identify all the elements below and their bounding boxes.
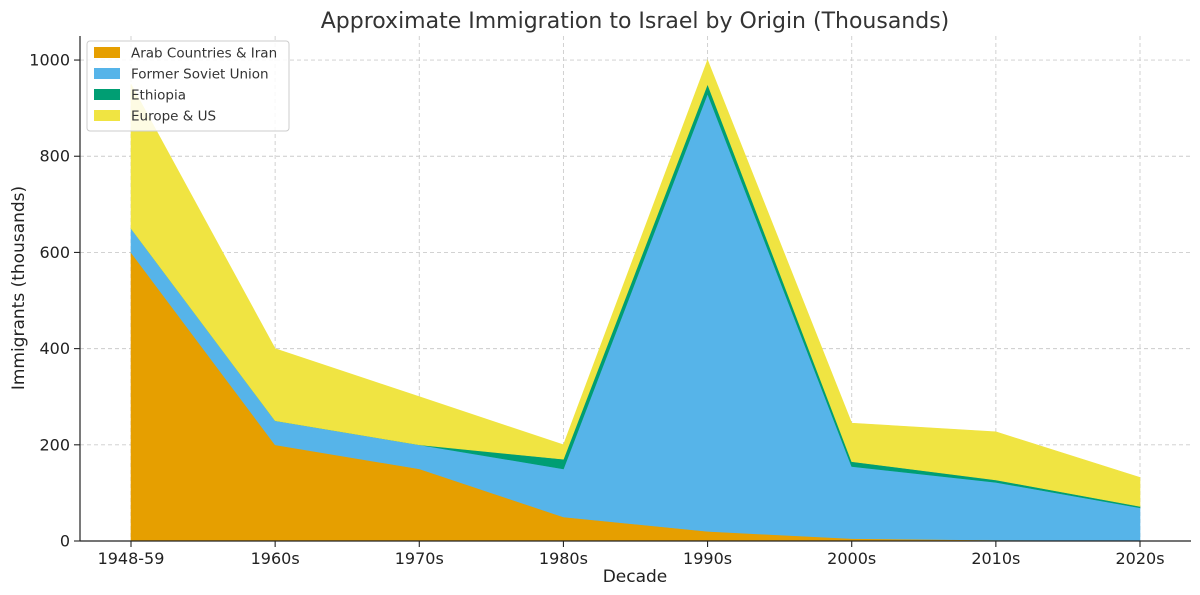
- legend-swatch: [94, 47, 120, 58]
- y-tick-label: 0: [60, 532, 70, 551]
- area-series: [130, 59, 1141, 542]
- y-ticks: 0 200 400 600 800 1000: [29, 51, 80, 551]
- y-tick-label: 1000: [29, 51, 70, 70]
- legend-label: Former Soviet Union: [131, 67, 269, 83]
- x-tick-label: 1960s: [251, 549, 300, 568]
- x-tick-label: 1980s: [539, 549, 588, 568]
- axes: [79, 36, 1191, 542]
- legend: Arab Countries & Iran Former Soviet Union…: [86, 40, 290, 132]
- x-ticks: 1948-59 1960s 1970s 1980s 1990s 2000s 2010s 202…: [98, 541, 1165, 568]
- x-tick-label: 2020s: [1115, 549, 1164, 568]
- legend-box: [86, 40, 290, 132]
- legend-swatch: [94, 89, 120, 100]
- y-tick-label: 400: [39, 339, 70, 358]
- x-tick-label: 1948-59: [98, 549, 165, 568]
- y-tick-label: 200: [39, 435, 70, 454]
- legend-label: Europe & US: [131, 109, 216, 125]
- x-tick-label: 2000s: [827, 549, 876, 568]
- y-axis-label: Immigrants (thousands): [9, 186, 29, 390]
- y-tick-label: 600: [39, 243, 70, 262]
- area-series-europe-us: [130, 59, 1141, 507]
- x-tick-label: 1970s: [395, 549, 444, 568]
- legend-label: Arab Countries & Iran: [131, 46, 277, 62]
- legend-label: Ethiopia: [131, 88, 186, 104]
- x-tick-label: 2010s: [971, 549, 1020, 568]
- x-axis-label: Decade: [603, 567, 668, 587]
- y-tick-label: 800: [39, 147, 70, 166]
- x-tick-label: 1990s: [683, 549, 732, 568]
- legend-swatch: [94, 110, 120, 121]
- legend-swatch: [94, 68, 120, 79]
- chart-title: Approximate Immigration to Israel by Ori…: [321, 9, 950, 34]
